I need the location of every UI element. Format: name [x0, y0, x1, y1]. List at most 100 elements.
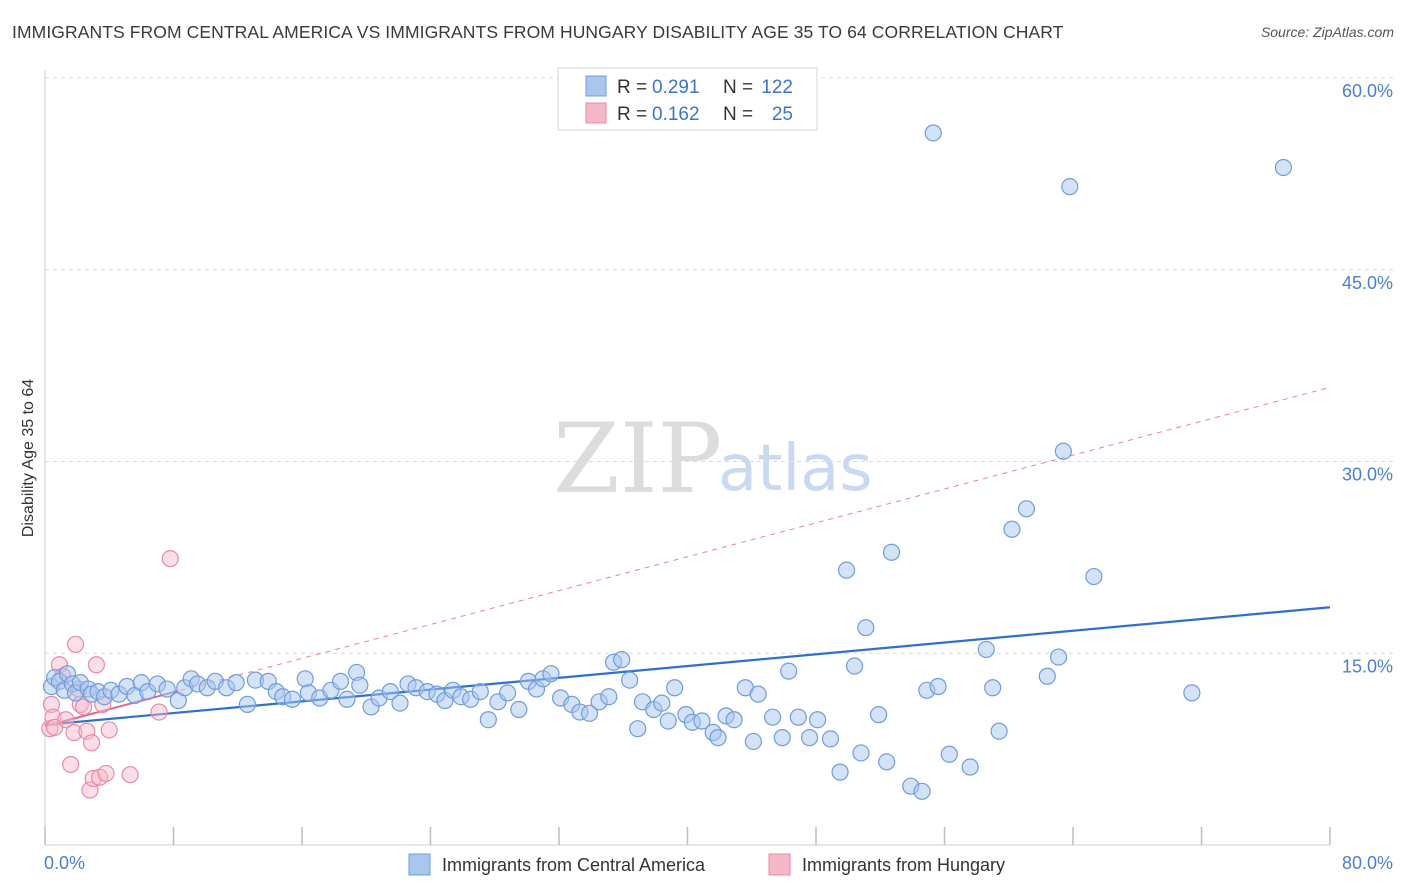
central-america-point [158, 680, 176, 698]
central-america-point [800, 729, 819, 747]
central-america-point [1274, 158, 1293, 177]
trend-line-hungary-dashed [44, 386, 1331, 727]
central-america-point [227, 674, 245, 692]
legend-swatch-pink [585, 102, 607, 124]
x-tick-label-max: 80.0% [1342, 853, 1393, 873]
y-tick-label-45: 45.0% [1342, 273, 1393, 293]
bottom-legend-label-2: Immigrants from Hungary [802, 855, 1005, 875]
central-america-point [653, 694, 671, 712]
legend-swatch-blue [585, 75, 607, 97]
central-america-point [744, 732, 762, 751]
bottom-legend: Immigrants from Central America Immigran… [408, 853, 1005, 876]
central-america-point [1038, 667, 1056, 685]
central-america-point [238, 695, 256, 713]
central-america-point [929, 677, 947, 696]
trend-lines [44, 386, 1331, 728]
source-label: Source: ZipAtlas.com [1260, 24, 1394, 40]
central-america-point [821, 730, 840, 748]
central-america-point [977, 640, 995, 659]
central-america-point [913, 782, 931, 800]
x-axis-ticks [44, 827, 1331, 845]
hungary-point [87, 656, 106, 674]
central-america-point [1061, 178, 1079, 196]
central-america-point [878, 753, 896, 771]
central-america-point [542, 665, 560, 683]
central-america-point [857, 619, 875, 637]
hungary-point [161, 550, 179, 568]
central-america-point [600, 688, 618, 706]
central-america-point [510, 700, 528, 719]
central-america-point [580, 704, 599, 722]
central-america-point [852, 744, 870, 762]
legend-r-label-1: R = [617, 77, 647, 98]
legend-r-label-2: R = [617, 104, 647, 125]
central-america-point [331, 672, 350, 690]
hungary-point [42, 695, 61, 713]
legend: R = 0.291 N = 122 R = 0.162 N = 25 [557, 67, 818, 131]
hungary-point [66, 635, 85, 653]
legend-n-value-2: 25 [772, 104, 793, 125]
central-america-point [764, 708, 782, 726]
y-tick-label-15: 15.0% [1342, 656, 1393, 676]
central-america-point [1085, 567, 1103, 586]
central-america-point [780, 662, 798, 680]
central-america-point [1017, 500, 1036, 518]
hungary-point [84, 769, 102, 788]
hungary-point [57, 711, 75, 729]
central-america-point [693, 712, 711, 730]
central-america-point [709, 729, 727, 747]
central-america-point [990, 722, 1008, 740]
central-america-point [659, 712, 677, 730]
central-america-point [984, 679, 1002, 697]
central-america-point [924, 124, 942, 142]
gridlines [45, 77, 1393, 654]
hungary-point [62, 755, 80, 774]
central-america-point [283, 690, 301, 708]
chart-title: IMMIGRANTS FROM CENTRAL AMERICA VS IMMIG… [12, 22, 1064, 42]
hungary-point [100, 721, 118, 739]
central-america-point [296, 670, 314, 688]
y-axis-tick-labels: 15.0% 30.0% 45.0% 60.0% [1342, 81, 1393, 676]
legend-n-value-1: 122 [761, 77, 793, 98]
central-america-point [831, 763, 849, 781]
y-tick-label-60: 60.0% [1342, 81, 1393, 101]
central-america-point [391, 694, 409, 712]
central-america-point [351, 676, 369, 694]
hungary-point [97, 764, 115, 783]
central-america-point [773, 729, 791, 747]
central-america-point [621, 671, 639, 689]
central-america-point [789, 708, 807, 726]
central-america-point [749, 685, 767, 703]
y-axis-label: Disability Age 35 to 64 [20, 379, 37, 537]
watermark-atlas: atlas [718, 432, 873, 506]
central-america-point [629, 720, 647, 738]
central-america-point [1054, 442, 1072, 460]
watermark-zip: ZIP [553, 403, 722, 515]
central-america-point [479, 711, 497, 729]
central-america-point [845, 657, 864, 675]
hungary-point [121, 766, 139, 784]
central-america-point [613, 651, 631, 669]
series-central-america-points [42, 124, 1293, 800]
central-america-point [809, 711, 827, 729]
trend-line-central-america [44, 606, 1331, 726]
bottom-legend-label-1: Immigrants from Central America [442, 855, 706, 875]
hungary-point [150, 703, 168, 721]
central-america-point [381, 682, 399, 701]
central-america-point [837, 561, 856, 579]
central-america-point [882, 543, 901, 561]
central-america-point [1049, 648, 1068, 666]
central-america-point [725, 711, 743, 729]
legend-n-label-1: N = [723, 77, 753, 98]
trend-line-hungary-solid [44, 690, 179, 728]
legend-r-value-2: 0.162 [652, 104, 700, 125]
central-america-point [471, 682, 489, 701]
central-america-point [870, 706, 888, 724]
hungary-point [65, 723, 83, 742]
y-tick-label-30: 30.0% [1342, 465, 1393, 485]
central-america-point [961, 758, 979, 776]
central-america-point [666, 679, 684, 697]
central-america-point [338, 690, 356, 708]
legend-n-label-2: N = [723, 104, 753, 125]
